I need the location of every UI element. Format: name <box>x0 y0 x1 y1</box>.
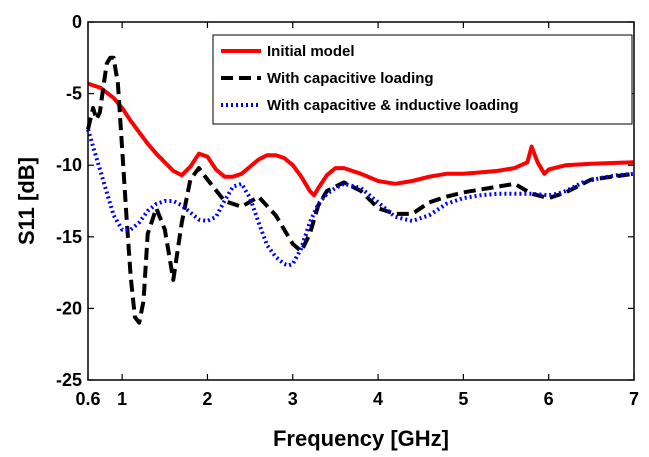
x-tick-label: 5 <box>458 389 468 409</box>
x-tick-label: 0.6 <box>75 389 100 409</box>
x-tick-label: 4 <box>373 389 383 409</box>
series-lines <box>86 55 635 325</box>
axis-ticks: 0.6 1 2 3 4 5 6 7 0 -5 -10 -15 -20 -25 <box>56 12 639 409</box>
y-tick-label: 0 <box>72 12 82 32</box>
y-tick-label: -5 <box>66 84 82 104</box>
legend-box <box>212 34 633 125</box>
x-tick-label: 7 <box>629 389 639 409</box>
y-tick-label: -15 <box>56 227 82 247</box>
series-line-0 <box>87 81 635 198</box>
legend-label-capacitive: With capacitive loading <box>267 70 434 87</box>
legend-label-initial-model: Initial model <box>267 43 355 60</box>
x-tick-label: 1 <box>117 389 127 409</box>
y-tick-label: -20 <box>56 298 82 318</box>
legend-label-capacitive-inductive: With capacitive & inductive loading <box>267 97 519 114</box>
series-line-1 <box>86 55 635 325</box>
plot-frame <box>87 21 635 381</box>
x-tick-label: 2 <box>202 389 212 409</box>
x-tick-label: 6 <box>544 389 554 409</box>
y-tick-label: -10 <box>56 155 82 175</box>
x-tick-label: 3 <box>288 389 298 409</box>
x-axis-title: Frequency [GHz] <box>273 426 449 451</box>
series-line-2 <box>86 128 635 268</box>
y-axis-title: S11 [dB] <box>14 157 39 245</box>
y-tick-label: -25 <box>56 370 82 390</box>
legend: Initial model With capacitive loading Wi… <box>212 34 633 125</box>
